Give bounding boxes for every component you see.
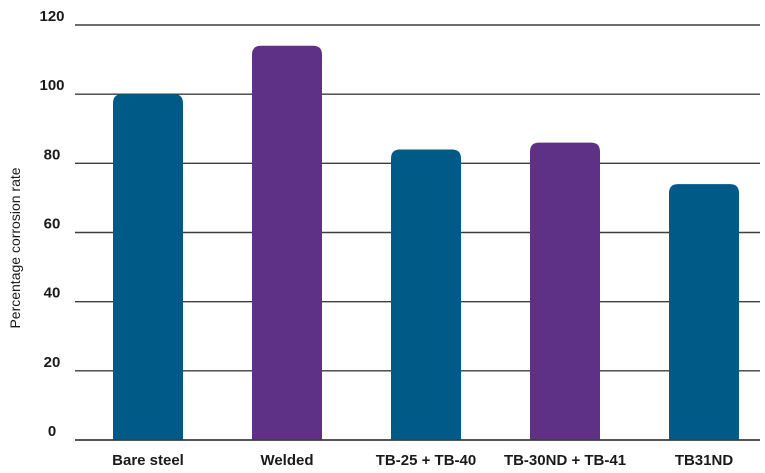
bar-tb-25-tb-40: [391, 149, 461, 440]
bar-tb-30nd-tb-41: [530, 142, 600, 441]
bar-bare-steel: [113, 94, 183, 441]
y-axis-title: Percentage corrosion rate: [7, 167, 23, 328]
y-tick-label: 80: [44, 146, 61, 163]
x-axis-category-labels: Bare steel Welded TB-25 + TB-40 TB-30ND + T…: [112, 452, 733, 469]
y-tick-label: 60: [44, 216, 61, 233]
bar-welded: [252, 45, 322, 440]
y-tick-label: 20: [44, 354, 61, 371]
bars: [75, 45, 760, 441]
x-category-label: Welded: [260, 452, 313, 469]
x-category-label: TB31ND: [675, 452, 734, 469]
y-tick-label: 40: [44, 285, 61, 302]
y-tick-label: 120: [39, 8, 64, 25]
y-tick-label: 0: [48, 423, 56, 440]
x-category-label: Bare steel: [112, 452, 184, 469]
bar-tb31nd: [669, 184, 739, 440]
x-category-label: TB-25 + TB-40: [376, 452, 476, 469]
x-category-label: TB-30ND + TB-41: [504, 452, 626, 469]
y-tick-label: 100: [39, 77, 64, 94]
y-axis-tick-labels: 0 20 40 60 80 100 120: [39, 8, 64, 440]
